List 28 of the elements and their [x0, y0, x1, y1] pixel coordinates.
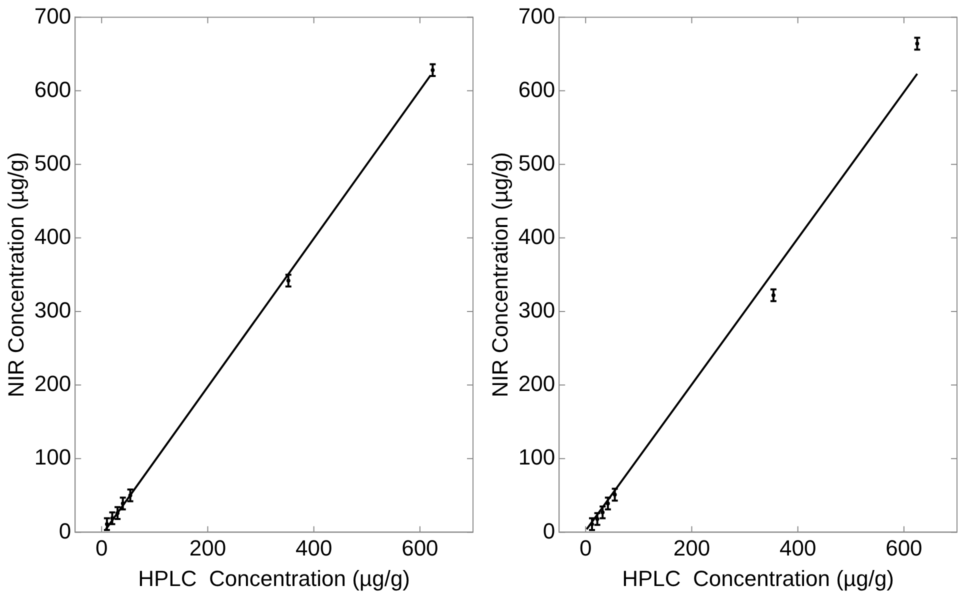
x-axis-title: HPLC Concentration (µg/g) [622, 566, 894, 591]
y-tick-label: 200 [518, 371, 556, 396]
y-tick-label: 100 [34, 444, 72, 470]
y-tick-label: 500 [518, 150, 556, 176]
y-axis-title: NIR Concentration (µg/g) [487, 152, 512, 398]
x-tick-label: 0 [580, 535, 592, 560]
y-tick-label: 0 [58, 518, 72, 544]
x-tick-label: 400 [295, 535, 332, 560]
y-tick-label: 100 [518, 444, 556, 470]
y-tick-label: 700 [34, 3, 72, 28]
x-tick-label: 600 [886, 535, 922, 560]
x-tick-label: 0 [96, 535, 108, 560]
y-tick-label: 300 [34, 298, 72, 323]
x-tick-label: 200 [189, 535, 226, 560]
x-tick-label: 400 [779, 535, 816, 560]
x-tick-label: 600 [402, 535, 438, 560]
y-tick-label: 500 [34, 150, 72, 176]
x-axis-title: HPLC Concentration (µg/g) [138, 566, 410, 591]
x-tick-label: 200 [673, 535, 710, 560]
y-tick-label: 600 [34, 76, 72, 102]
y-tick-label: 400 [518, 224, 556, 249]
y-tick-label: 600 [518, 76, 556, 102]
y-tick-label: 300 [518, 298, 556, 323]
y-axis-title: NIR Concentration (µg/g) [3, 152, 28, 398]
y-tick-label: 0 [542, 518, 556, 544]
y-tick-label: 200 [34, 371, 72, 396]
y-tick-label: 700 [518, 3, 556, 28]
y-tick-label: 400 [34, 224, 72, 249]
